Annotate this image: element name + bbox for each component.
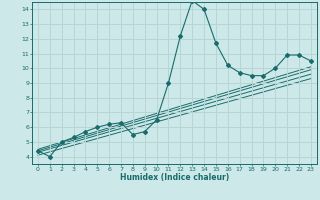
X-axis label: Humidex (Indice chaleur): Humidex (Indice chaleur) xyxy=(120,173,229,182)
